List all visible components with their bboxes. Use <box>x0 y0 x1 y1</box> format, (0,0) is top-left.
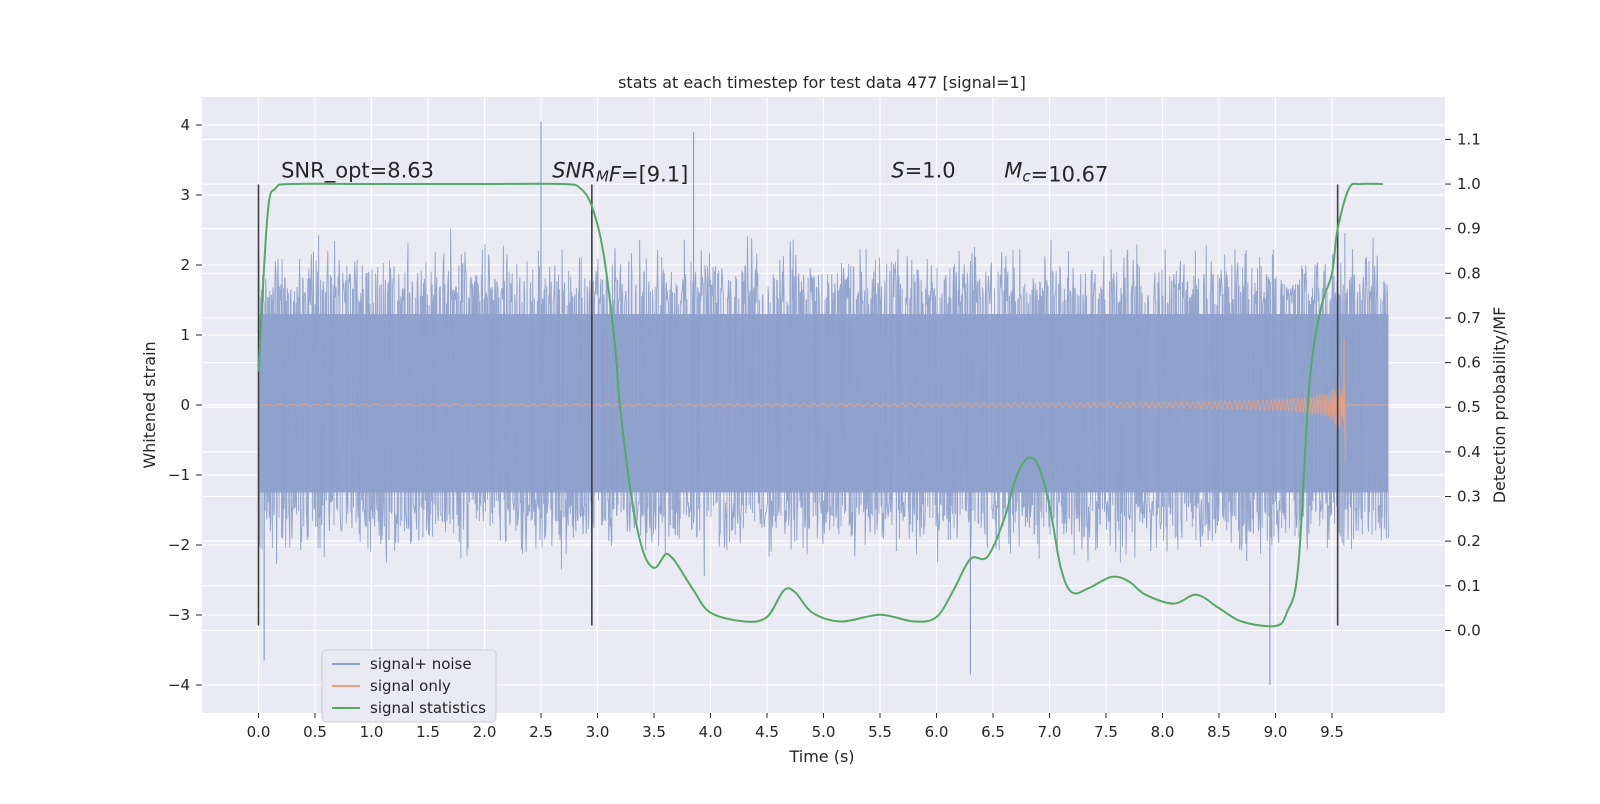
x-tick-label-13: 6.5 <box>981 723 1005 741</box>
y-left-tick-label-1: 3 <box>180 186 190 204</box>
legend: signal+ noise signal only signal statistic… <box>321 649 497 723</box>
y-right-tick-label-4: 0.7 <box>1457 309 1481 327</box>
y-right-tick-label-2: 0.9 <box>1457 220 1481 238</box>
signal-only-line <box>258 338 1349 463</box>
y-right-tick-label-5: 0.6 <box>1457 354 1481 372</box>
y-left-tick-label-8: −4 <box>168 676 190 694</box>
x-tick-label-9: 4.5 <box>755 723 779 741</box>
x-tick-label-14: 7.0 <box>1038 723 1062 741</box>
series-signal-only <box>258 338 1389 463</box>
y-left-tick-label-4: 0 <box>180 396 190 414</box>
x-tick-label-3: 1.5 <box>416 723 440 741</box>
y-left-tick-label-6: −2 <box>168 536 190 554</box>
signal-statistics-line <box>257 182 1383 628</box>
x-tick-label-2: 1.0 <box>360 723 384 741</box>
y-right-tick-label-7: 0.4 <box>1457 443 1481 461</box>
x-tick-label-17: 8.5 <box>1207 723 1231 741</box>
y-left-tick-label-5: −1 <box>168 466 190 484</box>
vertical-markers <box>257 184 1339 626</box>
y-left-tick-label-0: 4 <box>180 116 190 134</box>
x-tick-label-18: 9.0 <box>1264 723 1288 741</box>
x-tick-label-11: 5.5 <box>868 723 892 741</box>
chart-title: stats at each timestep for test data 477… <box>618 73 1026 92</box>
y-right-tick-label-10: 0.1 <box>1457 577 1481 595</box>
annotations: SNR_opt=8.63 SNRMF=[9.1] S=1.0 Mc=10.67 <box>281 159 1108 187</box>
axis-ticks: 0.0 0.5 1.0 1.5 2.0 2.5 3.0 3.5 4.0 4.5 5.0 5.5 6.0 6… <box>168 116 1481 741</box>
y-axis-label-left: Whitened strain <box>140 341 159 468</box>
legend-label-1: signal only <box>370 677 451 695</box>
y-left-tick-label-7: −3 <box>168 606 190 624</box>
annotation-mc-val: Mc=10.67 <box>1004 159 1108 187</box>
x-tick-label-8: 4.0 <box>699 723 723 741</box>
annotation-s-val: S=1.0 <box>891 159 955 183</box>
annotation-snr-opt: SNR_opt=8.63 <box>281 159 434 184</box>
x-tick-label-16: 8.0 <box>1151 723 1175 741</box>
y-right-tick-label-1: 1.0 <box>1457 175 1481 193</box>
y-left-tick-label-3: 1 <box>180 326 190 344</box>
x-tick-label-4: 2.0 <box>473 723 497 741</box>
y-right-tick-label-3: 0.8 <box>1457 264 1481 282</box>
x-tick-label-0: 0.0 <box>247 723 271 741</box>
x-tick-label-1: 0.5 <box>303 723 327 741</box>
x-tick-label-10: 5.0 <box>812 723 836 741</box>
legend-label-2: signal statistics <box>370 699 486 717</box>
y-right-tick-label-0: 1.1 <box>1457 130 1481 148</box>
y-right-tick-label-11: 0.0 <box>1457 621 1481 639</box>
y-left-tick-label-2: 2 <box>180 256 190 274</box>
y-axis-label-right: Detection probability/MF <box>1490 307 1509 504</box>
annotation-snr-mf: SNRMF=[9.1] <box>552 159 688 187</box>
series-signal-statistics <box>257 182 1383 628</box>
x-tick-label-19: 9.5 <box>1320 723 1344 741</box>
x-tick-label-7: 3.5 <box>642 723 666 741</box>
x-tick-label-12: 6.0 <box>925 723 949 741</box>
y-right-tick-label-9: 0.2 <box>1457 532 1481 550</box>
x-tick-label-5: 2.5 <box>529 723 553 741</box>
x-axis-label: Time (s) <box>788 747 854 766</box>
y-right-tick-label-8: 0.3 <box>1457 488 1481 506</box>
y-right-tick-label-6: 0.5 <box>1457 398 1481 416</box>
x-tick-label-15: 7.5 <box>1094 723 1118 741</box>
x-tick-label-6: 3.0 <box>586 723 610 741</box>
legend-label-0: signal+ noise <box>370 655 472 673</box>
legend-box <box>321 649 497 723</box>
